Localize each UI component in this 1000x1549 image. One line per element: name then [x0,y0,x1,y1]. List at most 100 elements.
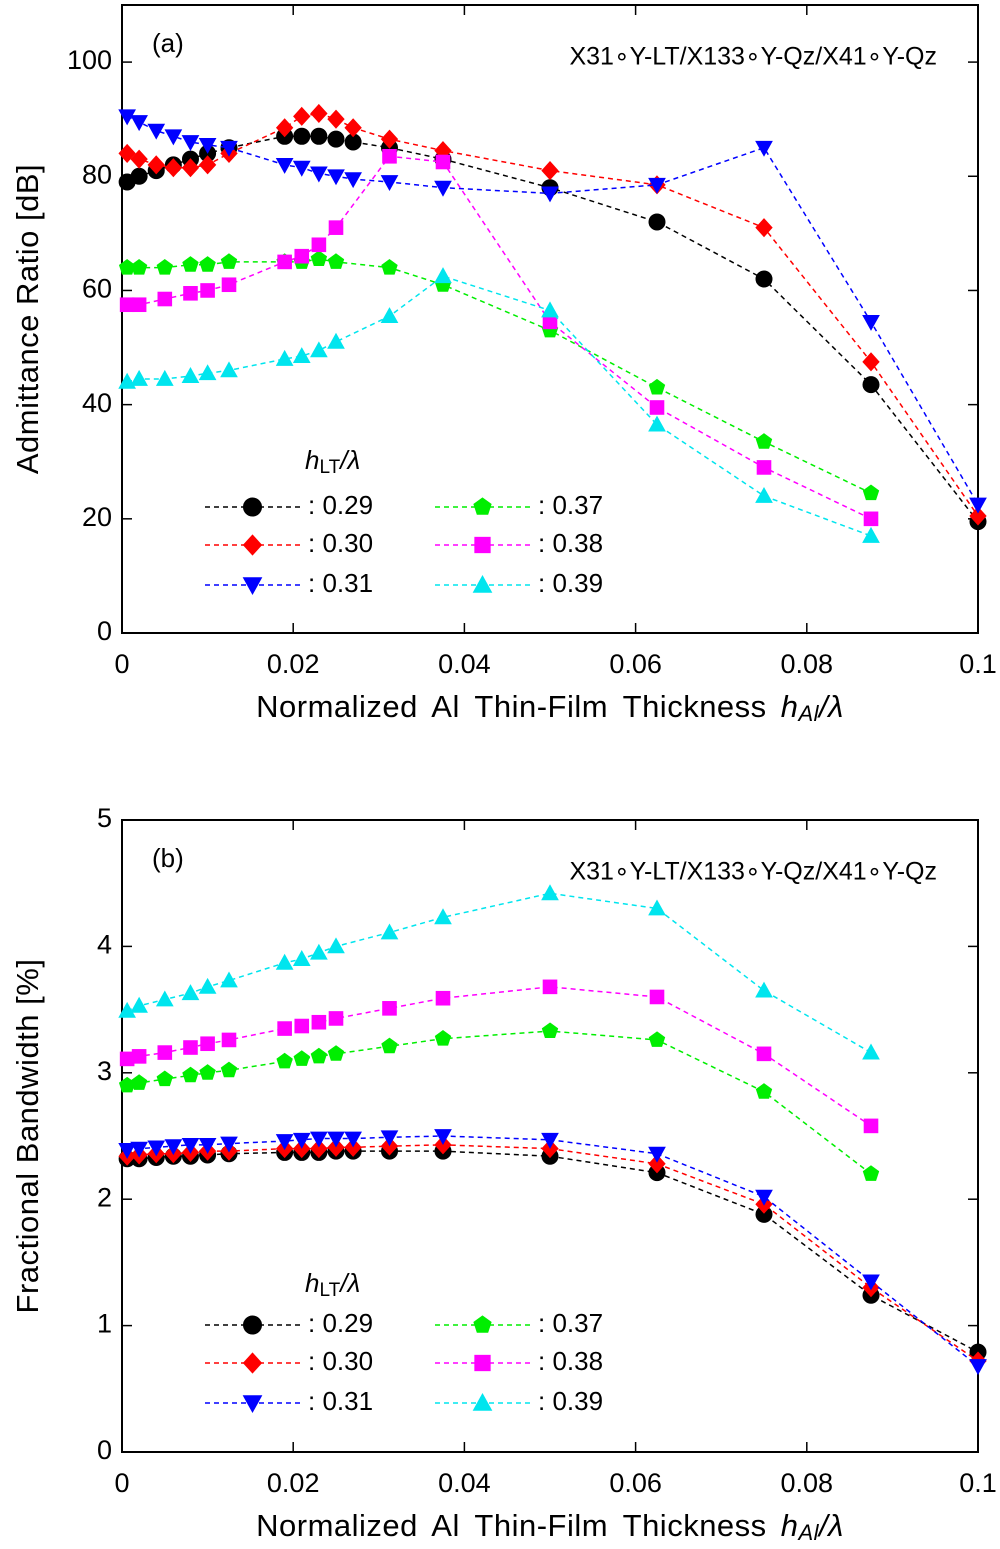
marker [164,158,183,178]
legend-marker [242,577,263,596]
marker [277,254,292,270]
x-axis-label-tail: /λ [817,1508,844,1543]
marker [292,347,311,364]
marker [541,301,559,318]
marker [220,971,238,988]
marker [275,953,294,970]
marker [220,1136,238,1153]
marker [183,286,198,301]
legend-label: : 0.38 [538,1346,603,1376]
y-tick-label: 2 [97,1182,112,1212]
series-line [127,155,872,520]
marker [755,140,773,157]
x-axis-label-var: h [781,1508,799,1543]
marker [862,1165,880,1181]
marker [156,259,173,275]
y-tick-label: 4 [97,930,112,960]
marker [182,256,199,272]
x-axis-label: Normalized Al Thin-Film Thickness hAl/λ [256,1508,844,1545]
marker [118,1001,136,1018]
marker [310,943,328,960]
marker [310,166,328,183]
x-tick-label: 0.04 [438,1468,491,1498]
marker [541,884,559,901]
series-line [127,258,872,494]
marker [198,1137,217,1154]
x-axis-label-sub: Al [796,1520,819,1545]
legend-title-sub: LT [319,457,340,478]
plot-frame [121,819,979,1453]
legend-title-tail: /λ [338,445,360,475]
marker [344,118,362,138]
marker [130,1141,148,1158]
marker [755,486,773,503]
marker [381,259,398,275]
legend-label: : 0.29 [308,490,373,520]
x-axis-label: Normalized Al Thin-Film Thickness hAl/λ [256,689,844,726]
marker [648,177,666,194]
series [118,884,880,1060]
x-axis-label-tail: /λ [817,689,844,724]
marker [181,367,200,383]
marker [275,1134,294,1151]
marker [756,460,772,475]
marker [276,1052,293,1069]
marker [156,1070,173,1087]
marker [380,1130,399,1147]
marker [862,376,880,394]
legend-marker [243,497,262,517]
y-tick-label: 0 [97,1435,112,1465]
marker [311,1014,327,1030]
marker [294,1018,310,1034]
marker [157,291,173,307]
legend-marker [474,536,491,554]
marker [118,109,136,126]
marker [310,250,328,267]
marker [648,1146,666,1163]
marker [310,1047,328,1064]
marker [435,990,451,1006]
marker [344,172,362,189]
y-tick-label: 0 [97,616,112,646]
marker [380,175,399,192]
marker [277,1021,292,1036]
marker [969,1359,987,1376]
marker [220,361,238,378]
marker [183,1040,198,1055]
y-tick-label: 20 [82,502,112,532]
x-tick-label: 0.06 [609,649,662,679]
marker [130,369,148,386]
marker [155,369,174,386]
legend-marker [473,1315,492,1333]
marker [118,1143,136,1159]
series [118,109,987,514]
marker [275,349,294,366]
marker [648,415,666,432]
marker [327,1131,345,1148]
marker [181,984,200,1001]
subtitle: X31∘Y-LT/X133∘Y-Qz/X41∘Y-Qz [569,43,937,71]
legend-marker [472,1392,493,1411]
panel: 0 20 40 60 80 100 0 0.02 0.04 0.06 0.08 0.1 (a) X31∘Y… [10,4,997,726]
marker [130,115,148,132]
marker [382,1001,397,1016]
marker [648,1031,666,1047]
legend-label: : 0.30 [308,1346,373,1376]
marker [130,149,148,169]
y-tick-label: 60 [82,274,112,304]
legend-label: : 0.30 [308,528,373,558]
marker [434,1030,452,1046]
x-axis-label-var: h [781,689,799,724]
series [119,979,879,1134]
x-tick-label: 0.1 [959,1468,997,1498]
marker [220,140,238,157]
marker [755,270,773,288]
marker [327,332,345,349]
marker [221,277,237,293]
marker [541,1022,559,1039]
y-axis-label: Fractional Bandwidth [%] [10,959,45,1314]
marker [542,979,558,995]
marker [649,400,665,415]
x-tick-label: 0 [114,1468,129,1498]
